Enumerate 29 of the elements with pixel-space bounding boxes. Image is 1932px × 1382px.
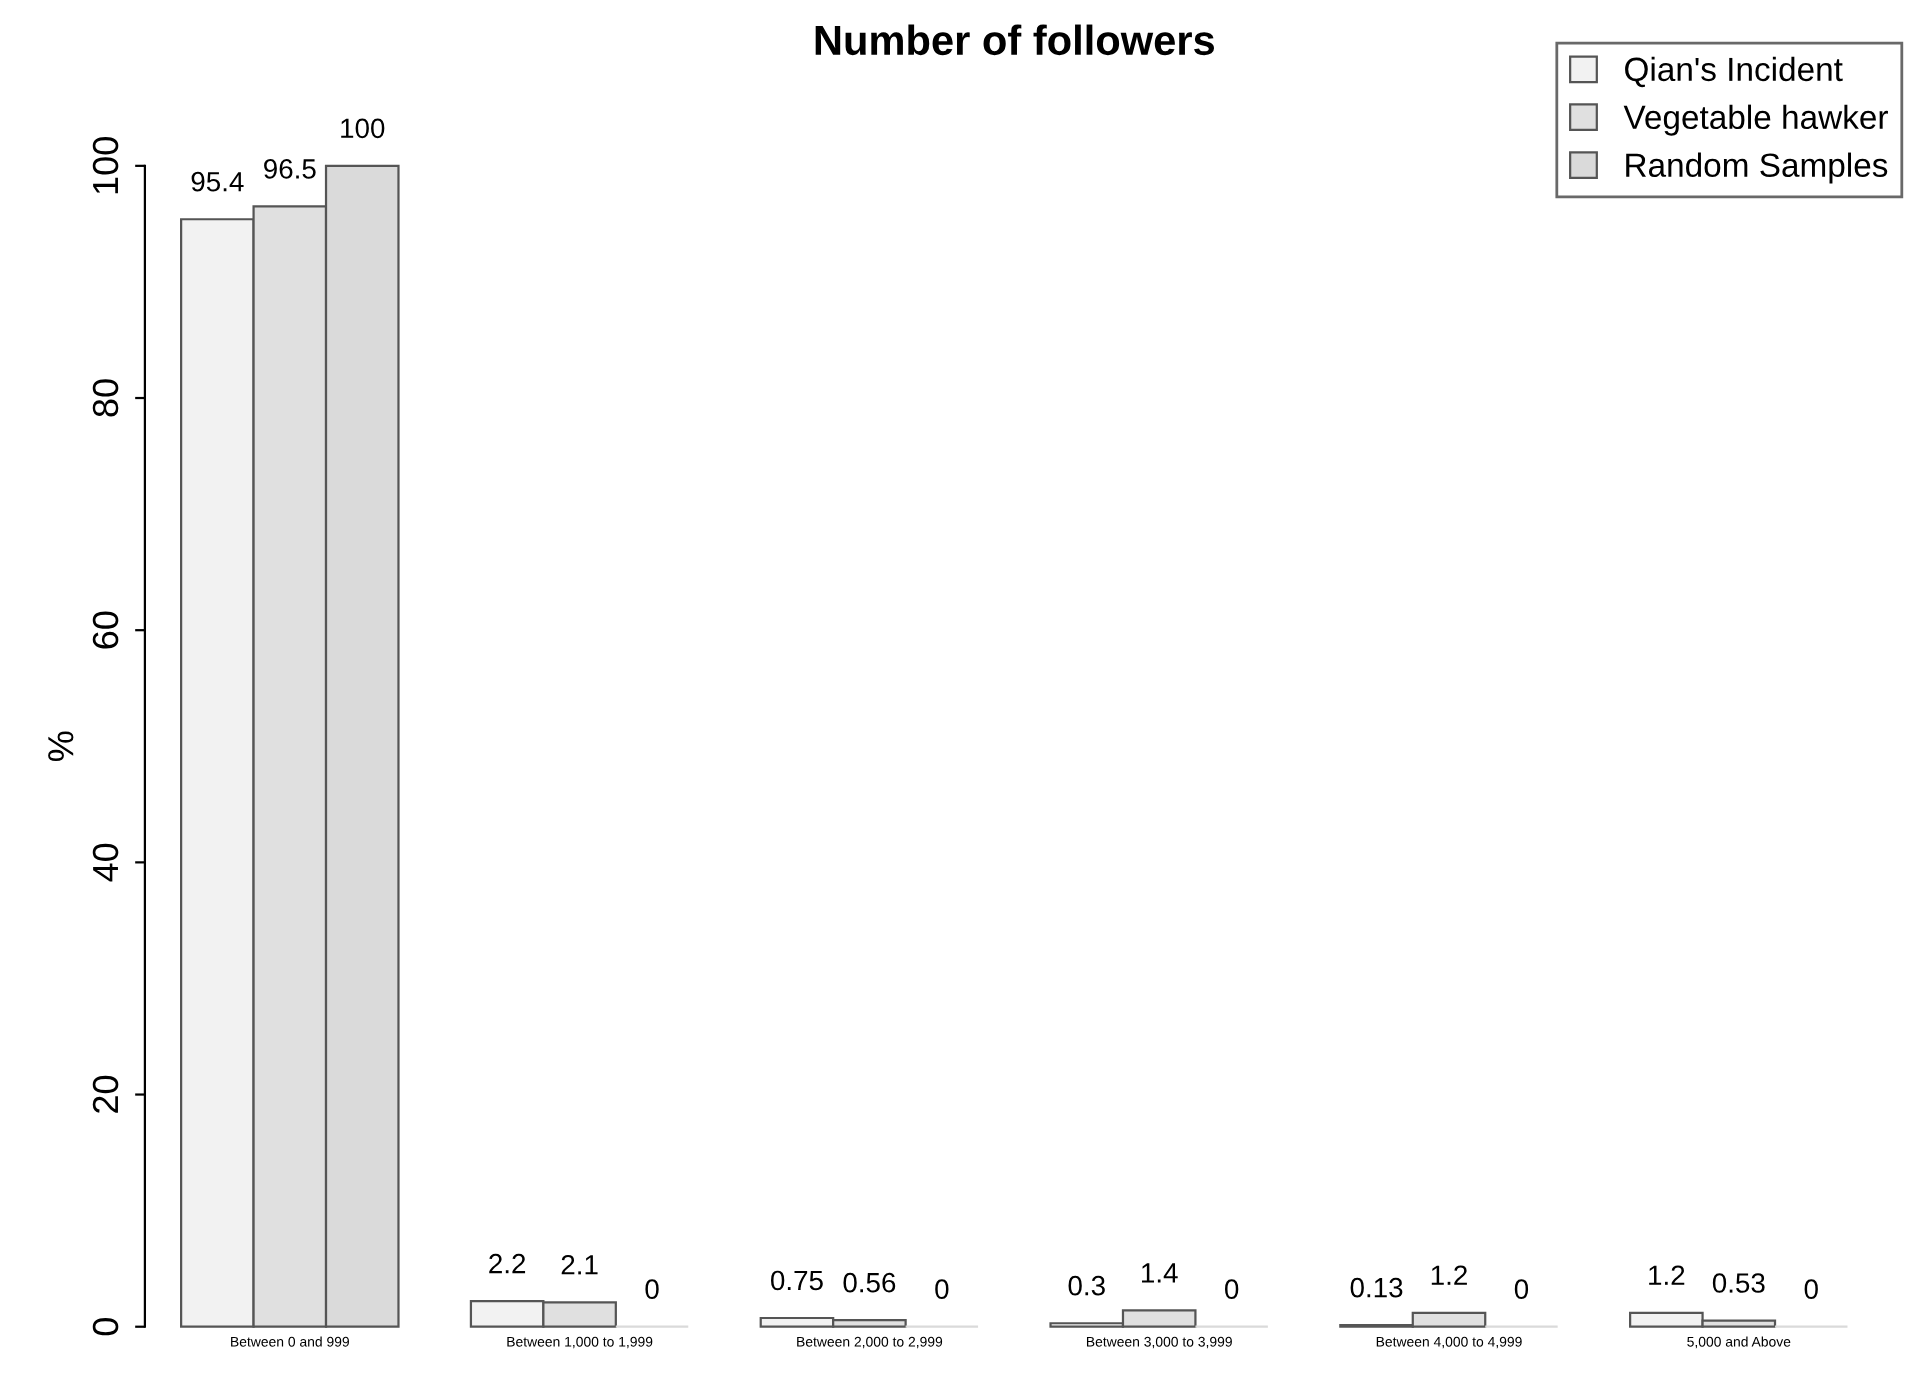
data-label: 0.13 (1350, 1277, 1403, 1298)
data-label: 96.5 (264, 159, 316, 179)
legend-label: Vegetable hawker (1623, 104, 1888, 136)
data-label: 1.2 (1649, 1265, 1685, 1285)
data-label: 0 (645, 1279, 659, 1300)
y-tick-label: 0 (92, 1318, 119, 1336)
legend-label: Qian's Incident (1625, 56, 1843, 88)
data-label: 0 (935, 1279, 949, 1300)
data-label: 0.53 (1712, 1273, 1765, 1293)
y-tick-label: 60 (92, 611, 119, 649)
y-tick-label: 100 (92, 137, 119, 194)
data-label: 2.2 (489, 1253, 526, 1274)
data-label: 0.75 (771, 1270, 823, 1291)
data-label: 100 (341, 118, 385, 139)
data-label: 95.4 (191, 171, 244, 192)
data-label: 0 (1225, 1279, 1239, 1300)
data-label: 1.4 (1142, 1263, 1178, 1283)
y-tick-label: 80 (92, 379, 119, 417)
data-label: 0.3 (1068, 1275, 1105, 1296)
data-label: 0 (1514, 1279, 1529, 1300)
y-tick-label: 20 (92, 1075, 119, 1113)
data-label: 0.56 (843, 1272, 896, 1293)
data-label: 0 (1804, 1279, 1818, 1300)
data-label: 1.2 (1431, 1265, 1467, 1285)
data-label: 2.1 (561, 1254, 598, 1275)
legend-label: Random Samples (1626, 152, 1888, 184)
chart-title: Number of followers (815, 24, 1215, 56)
y-axis-title: % (48, 731, 74, 762)
y-tick-label: 40 (92, 843, 119, 882)
